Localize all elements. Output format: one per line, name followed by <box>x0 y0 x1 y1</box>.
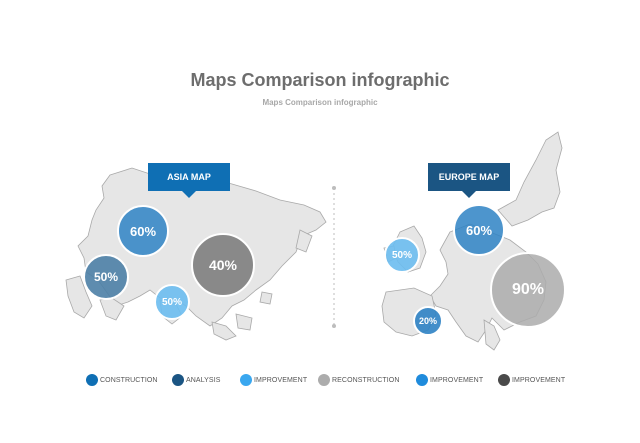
legend-dot <box>416 374 428 386</box>
legend-label: RECONSTRUCTION <box>332 376 400 384</box>
legend-item-improvement-1: IMPROVEMENT <box>240 373 307 387</box>
legend-dot <box>498 374 510 386</box>
legend-label: IMPROVEMENT <box>512 376 566 384</box>
asia-bubble-50-left: 50% <box>83 254 129 300</box>
asia-bubble-40: 40% <box>191 233 255 297</box>
legend-item-analysis: ANALYSIS <box>172 373 221 387</box>
legend-label: ANALYSIS <box>186 376 221 384</box>
asia-bubble-50-bottom-value: 50% <box>161 296 182 308</box>
separator-top-dot <box>332 186 336 190</box>
asia-map-tag: ASIA MAP <box>148 163 230 198</box>
asia-map-tag-label: ASIA MAP <box>167 172 211 182</box>
legend-item-reconstruction: RECONSTRUCTION <box>318 373 400 387</box>
legend-item-improvement-2: IMPROVEMENT <box>416 373 483 387</box>
europe-bubble-20: 20% <box>413 306 443 336</box>
asia-bubble-60-value: 60% <box>129 223 157 239</box>
asia-bubble-50-bottom: 50% <box>154 284 190 320</box>
europe-bubble-50: 50% <box>384 237 420 273</box>
legend-dot <box>172 374 184 386</box>
asia-bubble-50-left-value: 50% <box>93 270 119 284</box>
legend-label: IMPROVEMENT <box>430 376 484 384</box>
legend: CONSTRUCTION ANALYSIS IMPROVEMENT RECONS… <box>86 373 586 387</box>
europe-bubble-60: 60% <box>453 204 505 256</box>
page-subtitle: Maps Comparison infographic <box>262 98 378 107</box>
asia-bubble-40-value: 40% <box>208 257 238 273</box>
legend-dot <box>318 374 330 386</box>
separator-bottom-dot <box>332 324 336 328</box>
europe-bubble-90: 90% <box>490 252 566 328</box>
legend-item-improvement-3: IMPROVEMENT <box>498 373 565 387</box>
page-title: Maps Comparison infographic <box>190 70 450 90</box>
legend-item-construction: CONSTRUCTION <box>86 373 158 387</box>
legend-dot <box>86 374 98 386</box>
europe-bubble-60-value: 60% <box>465 222 493 238</box>
europe-map-tag: EUROPE MAP <box>428 163 510 198</box>
europe-bubble-50-value: 50% <box>391 249 412 261</box>
europe-map-tag-label: EUROPE MAP <box>438 172 500 182</box>
europe-bubble-20-value: 20% <box>418 316 437 326</box>
legend-label: CONSTRUCTION <box>100 376 158 384</box>
asia-bubble-60: 60% <box>117 205 169 257</box>
legend-label: IMPROVEMENT <box>254 376 308 384</box>
legend-dot <box>240 374 252 386</box>
europe-bubble-90-value: 90% <box>511 281 545 298</box>
